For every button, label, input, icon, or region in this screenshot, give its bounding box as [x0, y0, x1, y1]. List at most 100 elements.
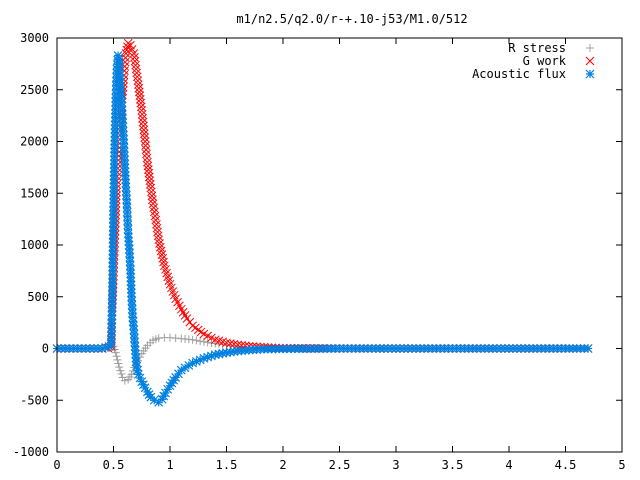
- data-point: [154, 334, 163, 343]
- data-point: [211, 339, 220, 348]
- y-tick-label: 0: [42, 342, 49, 356]
- data-point: [327, 344, 336, 353]
- data-point: [355, 344, 365, 353]
- data-point: [127, 292, 137, 302]
- data-point: [339, 344, 348, 353]
- data-point: [298, 344, 308, 354]
- data-point: [131, 64, 141, 74]
- data-point: [322, 344, 332, 353]
- data-point: [120, 155, 130, 165]
- data-point: [192, 336, 201, 345]
- data-point: [536, 344, 546, 353]
- data-point: [157, 394, 167, 404]
- data-point: [163, 384, 173, 394]
- data-point: [131, 357, 141, 367]
- data-point: [56, 344, 66, 353]
- data-point: [468, 344, 478, 353]
- data-point: [520, 344, 530, 353]
- data-point: [218, 348, 228, 358]
- data-point: [444, 344, 453, 353]
- data-point: [111, 77, 121, 86]
- data-point: [207, 351, 216, 361]
- data-point: [85, 344, 95, 353]
- x-tick-label: 4.5: [555, 458, 577, 472]
- data-point: [135, 95, 145, 104]
- data-point: [101, 343, 111, 352]
- data-point: [171, 334, 180, 343]
- data-point: [107, 294, 117, 304]
- data-point: [347, 344, 357, 353]
- data-point: [169, 375, 179, 385]
- data-point: [302, 344, 312, 354]
- data-point: [134, 80, 143, 89]
- x-tick-label: 1: [166, 458, 173, 472]
- data-point: [157, 250, 167, 259]
- data-point: [294, 344, 304, 354]
- data-point: [119, 143, 129, 153]
- data-point: [229, 339, 239, 349]
- data-point: [158, 253, 168, 263]
- data-point: [496, 344, 506, 353]
- data-point: [167, 378, 177, 388]
- data-point: [117, 97, 127, 107]
- y-tick-label: 3000: [20, 31, 49, 45]
- data-point: [153, 231, 163, 241]
- data-point: [107, 302, 117, 312]
- data-point: [122, 199, 132, 209]
- data-point: [508, 344, 518, 353]
- data-point: [107, 327, 116, 337]
- data-point: [107, 323, 117, 333]
- data-point: [411, 344, 421, 353]
- data-point: [184, 360, 194, 370]
- data-point: [500, 344, 510, 353]
- data-point: [476, 344, 486, 353]
- x-tick-label: 3.5: [442, 458, 464, 472]
- data-point: [118, 122, 128, 132]
- data-point: [286, 344, 296, 354]
- data-point: [196, 337, 205, 346]
- data-point: [116, 93, 126, 103]
- data-point: [128, 317, 138, 327]
- data-point: [144, 172, 154, 182]
- data-point: [128, 308, 137, 318]
- data-point: [188, 335, 197, 344]
- data-point: [137, 106, 147, 115]
- data-point: [154, 235, 164, 245]
- data-point: [119, 151, 129, 161]
- data-point: [375, 344, 385, 353]
- data-point: [152, 219, 161, 229]
- data-point: [141, 141, 150, 150]
- data-point: [583, 344, 593, 353]
- data-point: [146, 183, 156, 193]
- y-tick-label: 500: [27, 290, 49, 304]
- data-point: [143, 161, 153, 171]
- data-point: [129, 49, 139, 58]
- x-tick-label: 1.5: [216, 458, 238, 472]
- data-point: [199, 353, 209, 363]
- data-point: [140, 137, 150, 146]
- data-point: [130, 337, 140, 347]
- data-point: [188, 358, 198, 368]
- data-point: [111, 93, 121, 103]
- data-point: [203, 338, 212, 347]
- data-point: [182, 314, 192, 323]
- data-point: [135, 91, 145, 101]
- data-point: [152, 223, 162, 233]
- data-point: [118, 118, 128, 128]
- data-point: [107, 306, 117, 316]
- data-point: [159, 391, 169, 401]
- data-point: [122, 195, 132, 204]
- data-point: [132, 72, 142, 82]
- data-point: [136, 102, 146, 112]
- x-tick-label: 0: [53, 458, 60, 472]
- data-point: [122, 203, 132, 213]
- data-point: [203, 352, 213, 362]
- data-point: [155, 239, 164, 248]
- data-point: [480, 344, 490, 353]
- data-point: [97, 344, 107, 353]
- data-point: [119, 139, 129, 148]
- legend-label: R stress: [508, 41, 566, 55]
- data-point: [107, 315, 117, 324]
- data-point: [120, 376, 129, 385]
- data-point: [89, 344, 99, 353]
